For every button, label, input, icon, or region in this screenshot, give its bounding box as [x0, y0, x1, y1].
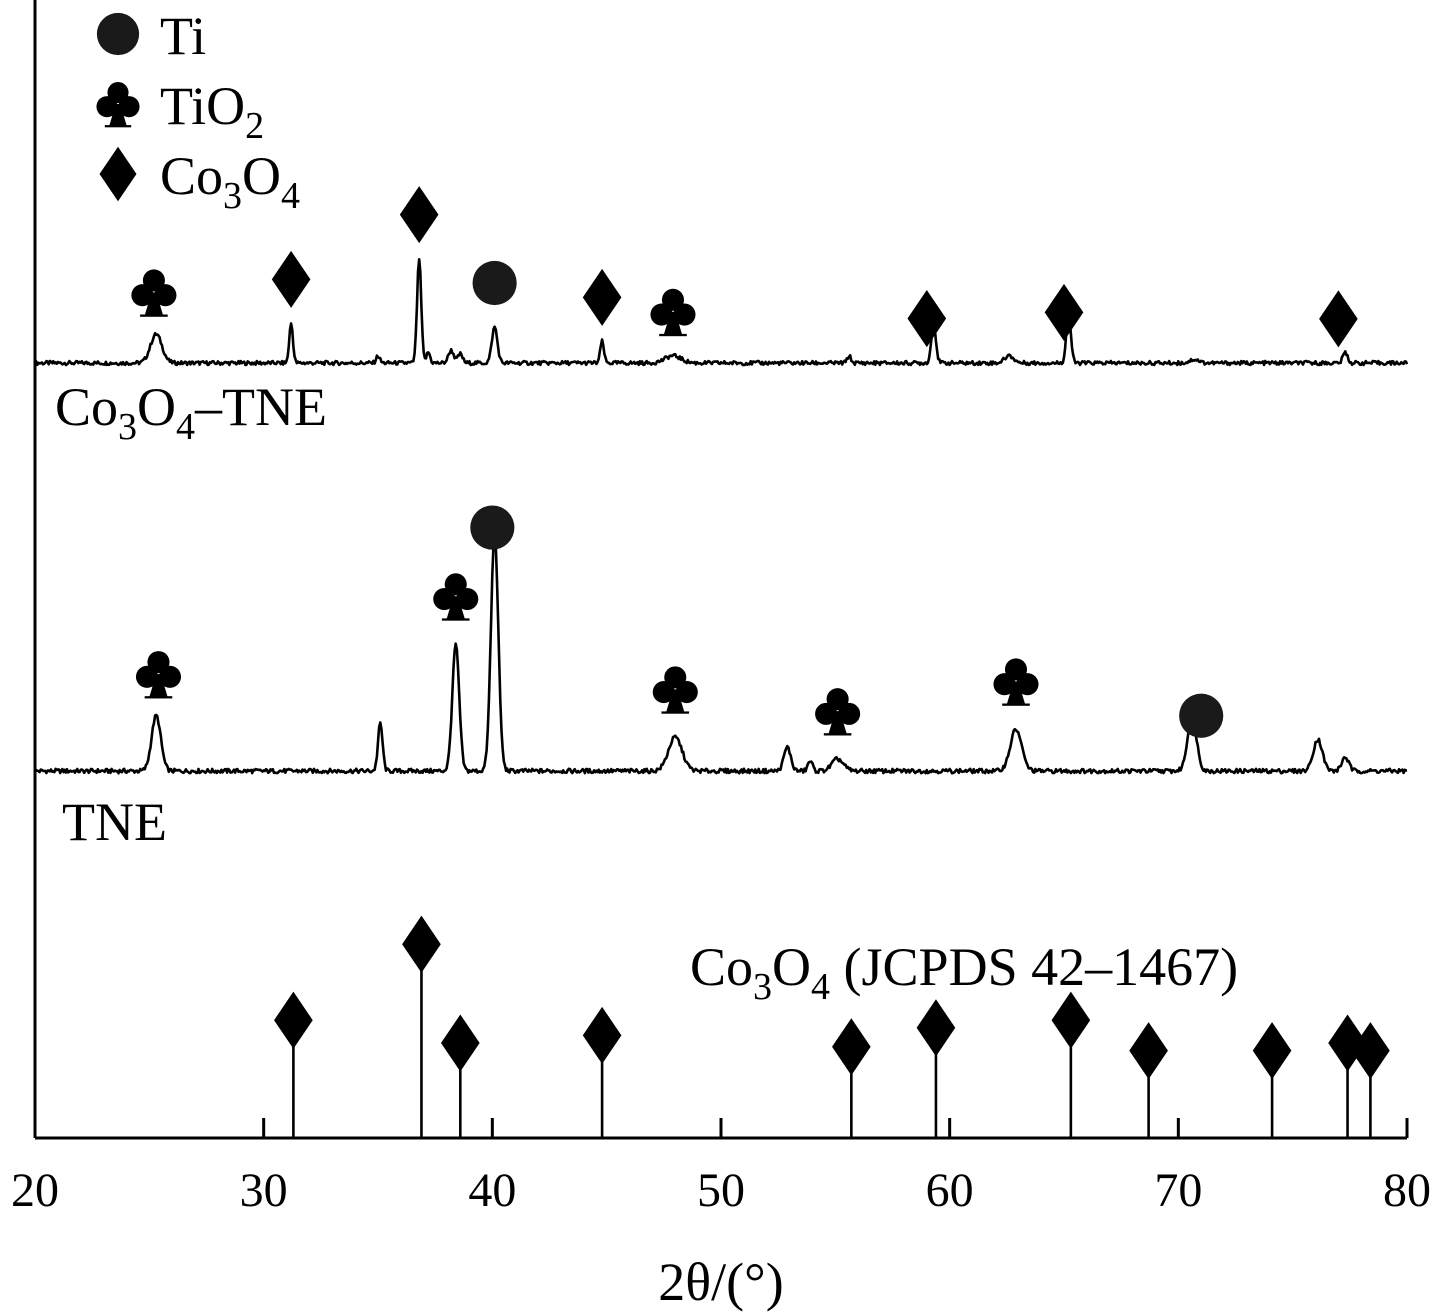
diamond-peak-marker-icon [907, 290, 947, 348]
circle-peak-marker-icon [1179, 693, 1224, 738]
reference-line [1328, 1014, 1367, 1138]
diamond-reference-icon [1129, 1022, 1168, 1080]
club-peak-marker-icon [135, 651, 182, 699]
trace-1: TNE [33, 505, 1408, 852]
reference-line [441, 1014, 480, 1138]
club-legend-icon [96, 82, 140, 128]
trace-0: Co3O4–TNE [33, 186, 1409, 448]
x-tick-label: 80 [1383, 1164, 1431, 1217]
diamond-reference-icon [832, 1018, 871, 1076]
club-peak-marker-icon [652, 666, 698, 714]
reference-line [1351, 1022, 1390, 1138]
reference-line [916, 999, 956, 1138]
diamond-reference-icon [274, 991, 313, 1049]
legend-entry-club: TiO2 [96, 76, 264, 147]
diamond-peak-marker-icon [271, 250, 311, 308]
diamond-reference-icon [1252, 1022, 1292, 1080]
x-tick-label: 30 [240, 1164, 288, 1217]
diamond-reference-icon [1351, 1022, 1390, 1080]
diamond-reference-icon [1051, 991, 1091, 1049]
series-label: Co3O4–TNE [55, 377, 327, 448]
legend-entry-circle: Ti [96, 6, 206, 66]
diamond-peak-marker-icon [399, 186, 439, 244]
diamond-reference-icon [402, 915, 441, 973]
reference-line [1129, 1022, 1168, 1138]
diamond-peak-marker-icon [1319, 290, 1358, 348]
series-line [33, 531, 1408, 775]
club-peak-marker-icon [433, 573, 479, 621]
club-peak-marker-icon [993, 658, 1039, 706]
diamond-reference-icon [916, 999, 956, 1057]
traces: Co3O4–TNE TNE [33, 186, 1409, 852]
diamond-peak-marker-icon [582, 268, 622, 326]
diamond-reference-icon [582, 1006, 622, 1064]
circle-legend-icon [96, 12, 140, 56]
reference-label: Co3O4 (JCPDS 42–1467) [690, 937, 1238, 1008]
diamond-reference-icon [441, 1014, 480, 1072]
legend-label: Ti [160, 6, 206, 66]
circle-peak-marker-icon [470, 505, 515, 550]
axes: 20 30 40 50 60 70 80 2θ/(°) [11, 0, 1431, 1312]
x-tick-label: 70 [1154, 1164, 1202, 1217]
reference-line [274, 991, 313, 1138]
diamond-legend-icon [99, 146, 137, 202]
x-tick-label: 40 [468, 1164, 516, 1217]
x-axis-title: 2θ/(°) [658, 1252, 783, 1312]
diamond-peak-marker-icon [1044, 283, 1084, 341]
circle-peak-marker-icon [472, 260, 517, 306]
club-peak-marker-icon [131, 269, 177, 317]
x-tick-label: 60 [926, 1164, 974, 1217]
club-peak-marker-icon [815, 688, 861, 736]
series-line [33, 258, 1409, 367]
reference-line [1252, 1022, 1292, 1138]
reference-line [832, 1018, 871, 1138]
reference-line [402, 915, 441, 1138]
series-label: TNE [62, 792, 167, 852]
legend-entry-diamond: Co3O4 [99, 146, 300, 217]
x-tick-label: 50 [697, 1164, 745, 1217]
reference-line [1051, 991, 1091, 1138]
legend-label: Co3O4 [160, 146, 300, 217]
club-peak-marker-icon [650, 288, 696, 337]
legend-label: TiO2 [160, 76, 264, 147]
x-tick-label: 20 [11, 1164, 59, 1217]
reference-line [582, 1006, 622, 1138]
reference-pattern: Co3O4 (JCPDS 42–1467) [274, 915, 1390, 1138]
